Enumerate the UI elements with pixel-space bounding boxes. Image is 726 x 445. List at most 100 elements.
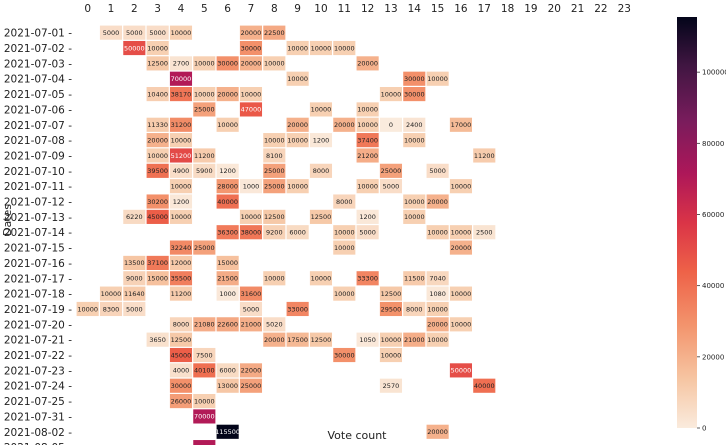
heatmap-cell bbox=[216, 363, 239, 378]
heatmap-cell bbox=[216, 255, 239, 270]
cell-value-label: 10000 bbox=[147, 44, 168, 52]
heatmap-cell bbox=[76, 301, 99, 317]
heatmap-cell bbox=[379, 286, 403, 301]
heatmap-cell bbox=[146, 255, 169, 270]
cell-value-label: 22600 bbox=[217, 321, 238, 329]
y-tick-label: 2021-07-12 - bbox=[4, 197, 72, 209]
heatmap-cell bbox=[449, 240, 473, 255]
heatmap-cell bbox=[146, 148, 169, 163]
heatmap-cell bbox=[169, 56, 193, 71]
heatmap-cell bbox=[239, 25, 263, 40]
heatmap-cell bbox=[473, 225, 496, 240]
x-tick-label: 10 bbox=[314, 3, 327, 15]
heatmap-cell bbox=[216, 378, 239, 393]
heatmap-cell bbox=[99, 286, 123, 301]
cell-value-label: 10000 bbox=[311, 106, 332, 114]
x-tick-label: 18 bbox=[501, 3, 514, 15]
y-axis-label: Dates bbox=[1, 204, 14, 236]
heatmap-cell bbox=[309, 163, 333, 178]
cell-value-label: 15000 bbox=[147, 275, 168, 283]
y-tick-labels: 2021-07-01 - 2021-07-02 - 2021-07-03 - 2021… bbox=[4, 28, 72, 445]
cell-value-label: 12000 bbox=[171, 259, 192, 267]
x-tick-label: 7 bbox=[248, 3, 255, 15]
heatmap-cell bbox=[216, 271, 239, 286]
y-tick-label: 2021-07-17 - bbox=[4, 273, 72, 285]
heatmap-cell bbox=[403, 194, 426, 209]
cell-value-label: 29500 bbox=[381, 305, 402, 313]
cell-value-label: 10000 bbox=[171, 182, 192, 190]
heatmap-cell bbox=[169, 286, 193, 301]
cell-value-label: 20000 bbox=[357, 60, 378, 68]
x-tick-label: 15 bbox=[431, 3, 444, 15]
cell-value-label: 7040 bbox=[429, 275, 446, 283]
heatmap-cell bbox=[263, 133, 286, 148]
x-tick-label: 19 bbox=[524, 3, 537, 15]
y-tick-label: 2021-07-25 - bbox=[4, 396, 72, 408]
cell-value-label: 20000 bbox=[451, 244, 472, 252]
cell-value-label: 20000 bbox=[427, 428, 448, 436]
cell-value-label: 10000 bbox=[334, 290, 355, 298]
cell-value-label: 40000 bbox=[474, 382, 495, 390]
heatmap-cell bbox=[239, 179, 263, 194]
heatmap-cell bbox=[169, 163, 193, 178]
heatmap-cell bbox=[169, 87, 193, 102]
heatmap-cell bbox=[146, 56, 169, 71]
heatmap-cell bbox=[403, 117, 426, 132]
cell-value-label: 4900 bbox=[173, 167, 190, 175]
cell-value-label: 30000 bbox=[241, 44, 262, 52]
cell-value-label: 10000 bbox=[194, 397, 215, 405]
heatmap-cell bbox=[169, 363, 193, 378]
cell-value-label: 115500 bbox=[215, 428, 240, 436]
cell-value-label: 10000 bbox=[381, 351, 402, 359]
cell-value-label: 10000 bbox=[451, 290, 472, 298]
y-tick-label: 2021-07-21 - bbox=[4, 335, 72, 347]
y-tick-label: 2021-07-02 - bbox=[4, 43, 72, 55]
cell-value-label: 8100 bbox=[266, 152, 283, 160]
cell-value-label: 1200 bbox=[219, 167, 236, 175]
cell-value-label: 25000 bbox=[194, 106, 215, 114]
heatmap-cell bbox=[286, 225, 309, 240]
cell-value-label: 10000 bbox=[404, 213, 425, 221]
x-tick-label: 0 bbox=[84, 3, 91, 15]
cell-value-label: 10000 bbox=[147, 152, 168, 160]
heatmap-cell bbox=[403, 209, 426, 224]
y-tick-label: 2021-07-19 - bbox=[4, 304, 72, 316]
heatmap-cell bbox=[169, 117, 193, 132]
cell-value-label: 10000 bbox=[451, 321, 472, 329]
heatmap-cell bbox=[309, 133, 333, 148]
cell-value-label: 31200 bbox=[171, 121, 192, 129]
heatmap-cell bbox=[426, 71, 449, 86]
heatmap-cell bbox=[263, 271, 286, 286]
heatmap-cell bbox=[379, 163, 403, 178]
cell-value-label: 10000 bbox=[334, 44, 355, 52]
cell-value-label: 37400 bbox=[357, 136, 378, 144]
cell-value-label: 20000 bbox=[241, 29, 262, 37]
heatmap-cell bbox=[426, 332, 449, 347]
cell-value-label: 11200 bbox=[474, 152, 495, 160]
heatmap-cell bbox=[216, 87, 239, 102]
x-tick-label: 16 bbox=[454, 3, 468, 15]
heatmap-cell bbox=[239, 87, 263, 102]
heatmap-cell bbox=[356, 332, 379, 347]
heatmap-cell bbox=[123, 255, 146, 270]
heatmap-cell bbox=[169, 347, 193, 363]
colorbar-tick-label: 80000 bbox=[702, 140, 724, 148]
y-tick-label: 2021-07-23 - bbox=[4, 365, 72, 377]
heatmap-cell bbox=[193, 394, 216, 409]
cell-value-label: 10000 bbox=[287, 75, 308, 83]
heatmap-cell bbox=[146, 40, 169, 56]
y-tick-label: 2021-07-14 - bbox=[4, 227, 72, 239]
cell-value-label: 22000 bbox=[241, 367, 262, 375]
cell-value-label: 21000 bbox=[404, 336, 425, 344]
heatmap-cell bbox=[216, 56, 239, 71]
heatmap-cell bbox=[99, 25, 123, 40]
heatmap-cell bbox=[239, 225, 263, 240]
heatmap-cell bbox=[379, 378, 403, 393]
cell-value-label: 20000 bbox=[264, 336, 285, 344]
x-tick-label: 21 bbox=[571, 3, 584, 15]
cell-value-label: 11200 bbox=[194, 152, 215, 160]
cell-value-label: 5900 bbox=[196, 167, 213, 175]
heatmap-cell bbox=[263, 56, 286, 71]
